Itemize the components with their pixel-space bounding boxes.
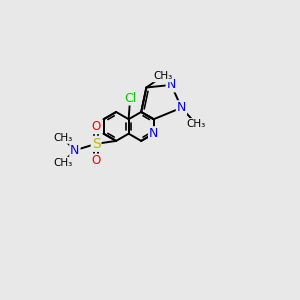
Text: Cl: Cl	[124, 92, 136, 104]
Text: N: N	[149, 127, 158, 140]
Text: S: S	[92, 137, 100, 151]
Text: N: N	[177, 101, 186, 114]
Text: CH₃: CH₃	[53, 158, 72, 168]
Text: CH₃: CH₃	[153, 71, 172, 81]
Text: CH₃: CH₃	[187, 119, 206, 129]
Text: N: N	[70, 144, 80, 157]
Text: O: O	[92, 120, 101, 133]
Text: O: O	[92, 154, 101, 167]
Text: CH₃: CH₃	[53, 133, 72, 143]
Text: N: N	[167, 78, 176, 92]
